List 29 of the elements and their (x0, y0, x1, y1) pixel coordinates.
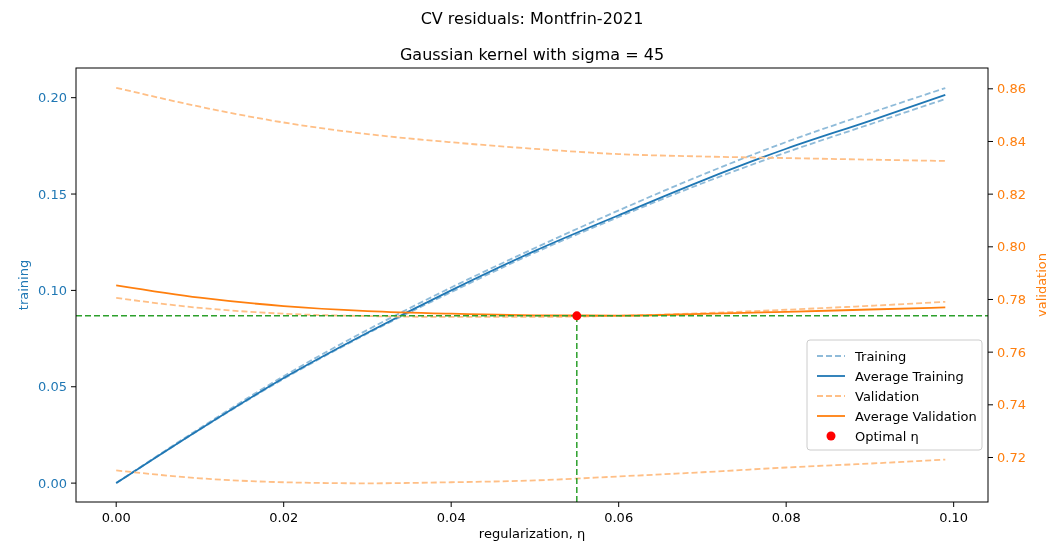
x-tick-label: 0.08 (771, 510, 801, 525)
y-tick-label: 0.00 (38, 475, 67, 491)
y-tick-label: 0.10 (38, 282, 67, 298)
y2-tick-label: 0.76 (997, 344, 1026, 360)
y-tick-label: 0.05 (38, 379, 67, 395)
legend-label: Average Training (855, 368, 964, 384)
legend-label: Optimal η (855, 428, 919, 444)
x-tick-label: 0.02 (269, 510, 299, 525)
x-tick-label: 0.06 (604, 510, 634, 525)
y-tick-label: 0.15 (38, 186, 67, 202)
y2-tick-label: 0.74 (997, 397, 1026, 413)
y-tick-label: 0.20 (38, 90, 67, 106)
x-tick-label: 0.10 (939, 510, 969, 525)
y2-tick-label: 0.86 (997, 81, 1026, 97)
x-tick-label: 0.04 (436, 510, 466, 525)
legend-label: Validation (855, 388, 920, 404)
x-axis-title: regularization, η (478, 526, 586, 541)
y2-tick-label: 0.78 (997, 292, 1026, 308)
legend-label: Training (854, 348, 907, 364)
y2-tick-label: 0.84 (997, 134, 1026, 150)
y2-tick-label: 0.80 (997, 239, 1026, 255)
legend-label: Average Validation (855, 408, 977, 424)
chart-title: CV residuals: Montfrin-2021 (420, 9, 644, 28)
y2-tick-label: 0.82 (997, 186, 1026, 202)
y2-tick-label: 0.72 (997, 450, 1026, 466)
x-tick-label: 0.00 (101, 510, 131, 525)
y-axis-title: training (16, 259, 31, 311)
y2-axis-title: validation (1034, 252, 1049, 318)
chart-subtitle: Gaussian kernel with sigma = 45 (399, 45, 665, 64)
